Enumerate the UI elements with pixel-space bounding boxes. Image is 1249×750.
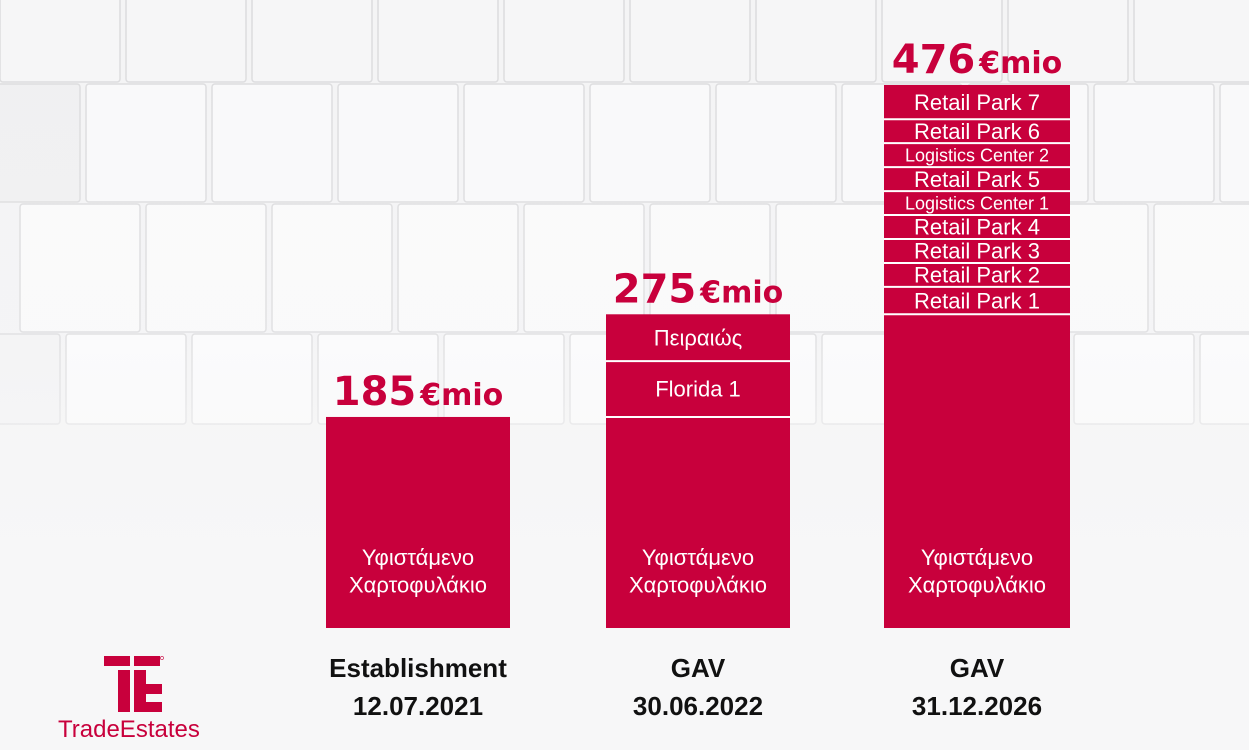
segment-label: Retail Park 4: [914, 215, 1040, 240]
segment-label: Retail Park 1: [914, 288, 1040, 313]
bar-segment-rect: [606, 361, 790, 417]
segment-label: Retail Park 3: [914, 239, 1040, 264]
segment-label: Υφιστάμενο: [921, 545, 1033, 570]
bar-segment: Logistics Center 2: [884, 143, 1070, 169]
segment-label: Χαρτοφυλάκιο: [629, 572, 767, 597]
segment-label: Χαρτοφυλάκιο: [349, 572, 487, 597]
bars-layer: ΥφιστάμενοΧαρτοφυλάκιοΥφιστάμενοΧαρτοφυλ…: [326, 85, 1070, 628]
segment-label: Retail Park 6: [914, 119, 1040, 144]
total-unit: €mio: [978, 46, 1062, 81]
bar-segment: Retail Park 1: [884, 286, 1070, 316]
bar-segment-rect: [326, 416, 510, 628]
bar-segment: Logistics Center 1: [884, 191, 1070, 217]
bar-segment-rect: [884, 85, 1070, 120]
category-labels-layer: Establishment 12.07.2021 GAV 30.06.2022 GAV 3…: [329, 653, 1042, 721]
total-unit: €mio: [419, 378, 503, 413]
total-value: 476: [892, 37, 976, 83]
category-label: GAV: [671, 653, 726, 683]
bar-segment-rect: [606, 314, 790, 362]
bar-segment-rect: [884, 286, 1070, 315]
bar-segment-rect: [884, 191, 1070, 216]
tradeestates-te-logo-icon: [104, 656, 164, 712]
bar-segment: Florida 1: [606, 361, 790, 418]
bar-segment: Retail Park 5: [884, 167, 1070, 193]
total-value: 185: [333, 369, 417, 415]
segment-label: Logistics Center 1: [905, 193, 1049, 213]
total-label: 275 €mio: [613, 266, 784, 312]
bar-segment: Retail Park 6: [884, 119, 1070, 145]
tradeestates-logo: TradeEstates: [52, 652, 222, 747]
category-label: 31.12.2026: [912, 691, 1042, 721]
bar-segment-rect: [606, 416, 790, 628]
bar-segment-rect: [884, 167, 1070, 192]
segment-label: Χαρτοφυλάκιο: [908, 572, 1046, 597]
total-label: 185 €mio: [333, 369, 504, 415]
bar-segment: Retail Park 2: [884, 263, 1070, 288]
total-unit: €mio: [699, 275, 783, 310]
segment-label: Logistics Center 2: [905, 145, 1049, 165]
segment-label: Retail Park 5: [914, 167, 1040, 192]
segment-label: Πειραιώς: [654, 325, 742, 350]
bar-segment: Retail Park 7: [884, 85, 1070, 121]
category-label: Establishment: [329, 653, 507, 683]
category-label: 30.06.2022: [633, 691, 763, 721]
total-value: 275: [613, 266, 697, 312]
bar-segment: Retail Park 3: [884, 239, 1070, 264]
total-label: 476 €mio: [892, 37, 1063, 83]
bar-segment: Retail Park 4: [884, 215, 1070, 241]
segment-label: Υφιστάμενο: [362, 545, 474, 570]
category-label: 12.07.2021: [353, 691, 483, 721]
segment-label: Υφιστάμενο: [642, 545, 754, 570]
bar-segment-rect: [884, 262, 1070, 287]
bar-segment: Πειραιώς: [606, 314, 790, 363]
bar-segment-rect: [884, 314, 1070, 628]
segment-label: Retail Park 2: [914, 263, 1040, 288]
segment-label: Retail Park 7: [914, 90, 1040, 115]
segment-label: Florida 1: [655, 377, 741, 402]
brand-name: TradeEstates: [58, 716, 200, 743]
bar-segment-rect: [884, 215, 1070, 240]
bar-segment-rect: [884, 119, 1070, 144]
bar-segment-rect: [884, 143, 1070, 168]
bar-segment-rect: [884, 239, 1070, 263]
category-label: GAV: [950, 653, 1005, 683]
